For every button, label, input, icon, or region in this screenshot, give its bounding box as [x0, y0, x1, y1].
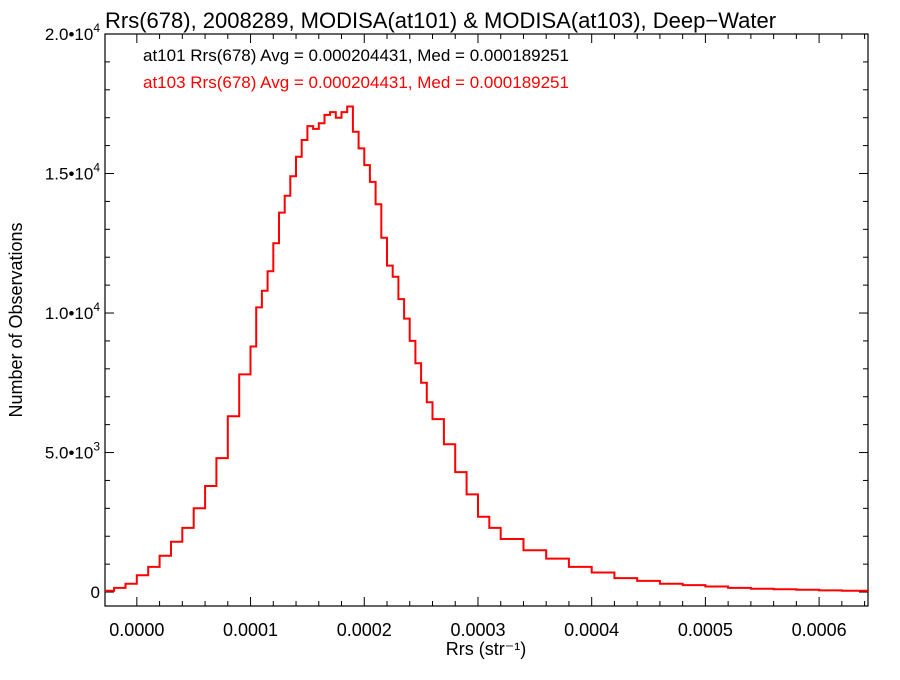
x-tick-label: 0.0006 — [792, 620, 847, 640]
chart-title: Rrs(678), 2008289, MODISA(at101) & MODIS… — [105, 8, 776, 33]
y-tick-label: 5.0•103 — [45, 440, 101, 463]
y-tick-label: 0 — [91, 583, 100, 602]
y-tick-label: 2.0•104 — [45, 21, 101, 44]
x-tick-label: 0.0002 — [337, 620, 392, 640]
annotation-text: at103 Rrs(678) Avg = 0.000204431, Med = … — [143, 73, 569, 92]
x-tick-label: 0.0005 — [678, 620, 733, 640]
x-tick-label: 0.0004 — [564, 620, 619, 640]
legend-annotations: at101 Rrs(678) Avg = 0.000204431, Med = … — [143, 46, 569, 92]
x-tick-label: 0.0001 — [223, 620, 278, 640]
y-tick-label: 1.0•104 — [45, 300, 101, 323]
annotation-text: at101 Rrs(678) Avg = 0.000204431, Med = … — [143, 46, 569, 65]
plot-frame — [104, 33, 869, 607]
histogram-series-line — [105, 105, 869, 592]
y-axis-ticks: 0 5.0•103 1.0•104 1.5•104 2.0•104 — [45, 21, 868, 602]
x-tick-label: 0.0000 — [109, 620, 164, 640]
x-axis-ticks: 0.0000 0.0001 0.0002 0.0003 0.0004 0.0005 0.00… — [109, 34, 866, 640]
y-tick-label: 1.5•104 — [45, 161, 101, 184]
x-axis-label: Rrs (str⁻¹) — [446, 639, 526, 659]
y-axis-label: Number of Observations — [6, 222, 26, 417]
x-tick-label: 0.0003 — [450, 620, 505, 640]
